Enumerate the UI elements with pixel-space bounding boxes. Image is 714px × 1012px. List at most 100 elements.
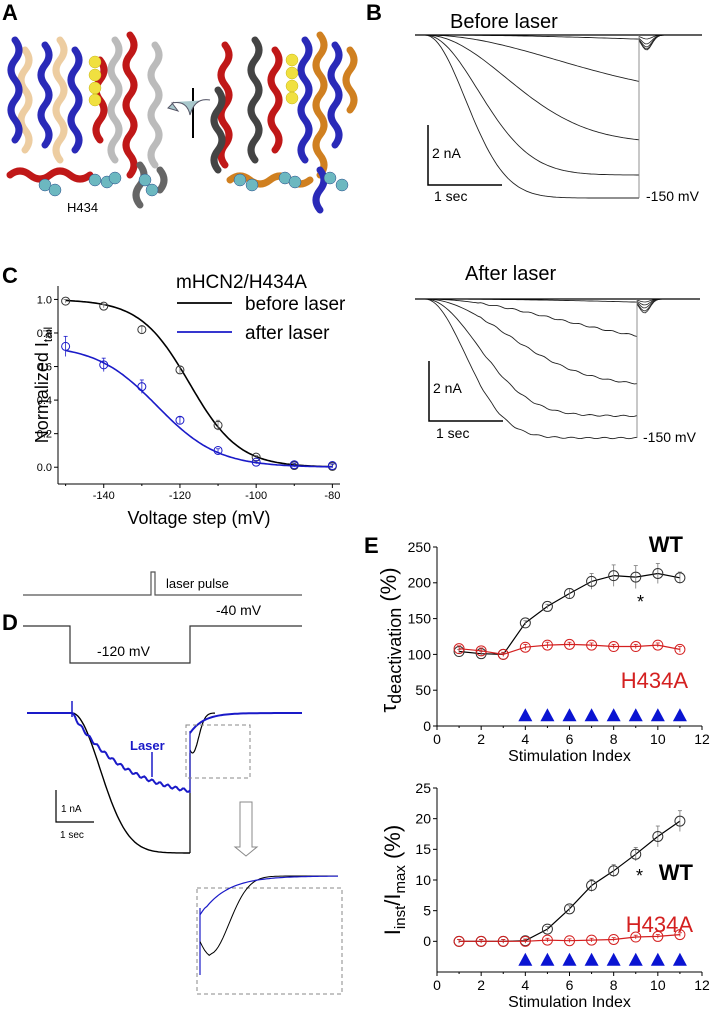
x-axis-label: Voltage step (mV) bbox=[127, 508, 270, 528]
data-point bbox=[586, 639, 598, 651]
stimulation-triangle bbox=[540, 708, 555, 722]
h434a-label: H434A bbox=[626, 912, 694, 937]
stimulation-triangle bbox=[650, 952, 665, 966]
legend-label-before: before laser bbox=[245, 294, 346, 315]
voltage-label-after: -150 mV bbox=[643, 429, 697, 445]
data-point bbox=[137, 382, 147, 392]
laser-label: Laser bbox=[130, 738, 165, 753]
scale-current-after: 2 nA bbox=[433, 380, 462, 396]
data-point bbox=[541, 639, 553, 651]
y-axis-label: τdeactivation (%) bbox=[376, 567, 405, 712]
scale-current-before: 2 nA bbox=[432, 145, 461, 161]
y-tick-label: 0.6 bbox=[37, 361, 52, 373]
data-point bbox=[541, 934, 553, 946]
y-tick-label: 20 bbox=[415, 811, 431, 827]
data-point bbox=[213, 420, 223, 430]
down-arrow-icon bbox=[233, 801, 259, 857]
stimulation-triangle bbox=[628, 708, 643, 722]
y-tick-label: 5 bbox=[423, 903, 431, 919]
x-tick-label: -100 bbox=[245, 490, 267, 502]
panel-letter-b: B bbox=[366, 0, 382, 25]
data-point bbox=[564, 588, 575, 600]
data-point bbox=[608, 865, 620, 877]
current-trace bbox=[424, 34, 640, 141]
step-voltage-label: -120 mV bbox=[97, 643, 151, 659]
data-point bbox=[608, 933, 620, 945]
x-tick-label: 2 bbox=[477, 977, 485, 993]
trace-before-laser bbox=[71, 712, 190, 854]
stimulation-triangle bbox=[584, 952, 599, 966]
data-point bbox=[99, 301, 109, 311]
significance-asterisk: * bbox=[636, 866, 643, 886]
current-traces-before bbox=[415, 34, 702, 199]
x-axis-label: Stimulation Index bbox=[508, 994, 631, 1011]
chart-e-top: 0 2 4 6 8 10 12 0 50 100 150 200 250 Stimulation Inde… bbox=[376, 532, 710, 765]
x-tick-label: 10 bbox=[650, 731, 666, 747]
current-trace bbox=[424, 298, 638, 440]
data-point bbox=[674, 929, 686, 941]
scale-time-d: 1 sec bbox=[60, 830, 84, 841]
data-point bbox=[519, 617, 531, 629]
x-tick-label: 10 bbox=[650, 977, 666, 993]
data-point bbox=[453, 643, 465, 655]
data-point bbox=[630, 848, 642, 860]
stimulation-triangle bbox=[562, 708, 577, 722]
legend-title: mHCN2/H434A bbox=[176, 272, 307, 293]
data-point bbox=[327, 461, 337, 471]
data-point bbox=[519, 935, 531, 947]
current-trace bbox=[424, 34, 639, 176]
data-point bbox=[586, 934, 598, 946]
x-tick-label: 4 bbox=[521, 977, 529, 993]
stimulation-triangle bbox=[518, 952, 533, 966]
zoomed-tail-currents bbox=[199, 875, 338, 975]
laser-pulse-label: laser pulse bbox=[166, 576, 229, 591]
data-point bbox=[674, 572, 686, 584]
scale-time-after: 1 sec bbox=[436, 425, 469, 441]
data-point bbox=[586, 575, 598, 587]
scale-bar-before bbox=[427, 125, 502, 186]
y-axis-label: Iinst/Imax (%) bbox=[380, 825, 409, 935]
tail-before-laser bbox=[189, 712, 215, 754]
data-point bbox=[608, 641, 620, 653]
data-point bbox=[564, 935, 575, 947]
holding-voltage-label: -40 mV bbox=[216, 602, 262, 618]
y-tick-label: 100 bbox=[408, 646, 432, 662]
current-trace bbox=[425, 298, 638, 337]
y-tick-label: 10 bbox=[415, 872, 431, 888]
data-point bbox=[541, 600, 553, 612]
y-tick-label: 0.8 bbox=[37, 328, 52, 340]
fit-curve-1 bbox=[65, 349, 333, 468]
x-tick-label: 8 bbox=[610, 731, 618, 747]
x-tick-label: 12 bbox=[694, 731, 710, 747]
fit-curve-0 bbox=[65, 299, 333, 468]
x-tick-label: 8 bbox=[610, 977, 618, 993]
current-trace bbox=[425, 298, 638, 385]
protein-structure-right bbox=[210, 31, 358, 214]
rotation-arrow-icon bbox=[167, 88, 211, 138]
h434a-label: H434A bbox=[621, 668, 689, 693]
data-point bbox=[497, 648, 509, 660]
scale-bar-after bbox=[428, 361, 503, 422]
protocol-diagram bbox=[23, 571, 302, 664]
data-point bbox=[213, 445, 223, 455]
current-trace bbox=[424, 298, 638, 418]
current-trace bbox=[425, 34, 640, 82]
panel-letter-d: D bbox=[2, 610, 18, 635]
significance-asterisk: * bbox=[637, 592, 644, 612]
wt-label: WT bbox=[659, 860, 694, 885]
x-tick-label: 12 bbox=[694, 977, 710, 993]
data-point bbox=[608, 570, 620, 582]
data-point bbox=[475, 645, 487, 657]
data-point bbox=[175, 365, 185, 375]
y-tick-label: 0.0 bbox=[37, 462, 52, 474]
data-point bbox=[586, 880, 598, 892]
data-point bbox=[453, 935, 465, 947]
y-tick-label: 0.2 bbox=[37, 429, 52, 441]
data-point bbox=[137, 325, 147, 335]
x-tick-label: 6 bbox=[566, 731, 574, 747]
data-point bbox=[175, 415, 185, 425]
y-tick-label: 0.4 bbox=[37, 395, 52, 407]
stimulation-triangle bbox=[562, 952, 577, 966]
legend-label-after: after laser bbox=[245, 323, 330, 344]
data-point bbox=[519, 641, 531, 653]
